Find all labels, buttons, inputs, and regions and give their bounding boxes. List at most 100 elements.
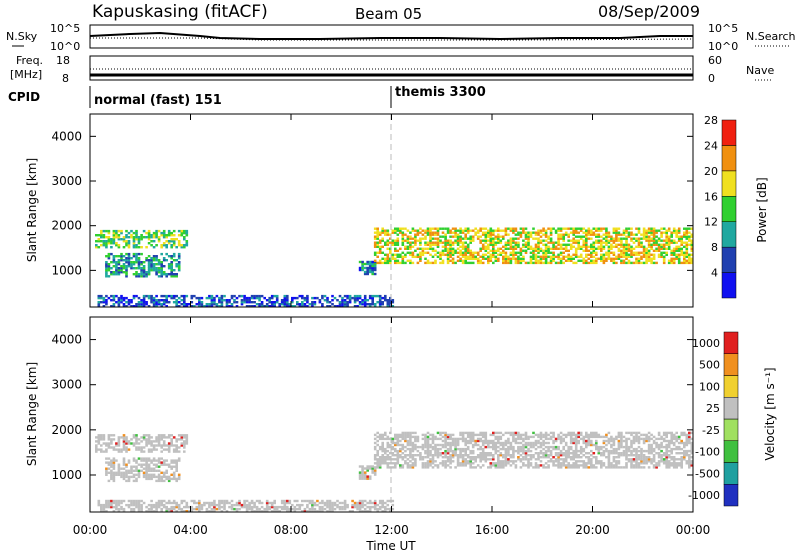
y-tick-label: 1000 <box>51 468 82 482</box>
echo-cell <box>117 267 121 270</box>
echo-cell <box>429 253 432 256</box>
echo-cell <box>602 233 606 236</box>
echo-cell <box>444 454 447 457</box>
echo-cell <box>544 259 548 262</box>
echo-cell <box>597 241 601 244</box>
echo-cell <box>517 431 520 435</box>
echo-cell <box>394 443 397 447</box>
echo-cell <box>655 231 658 234</box>
echo-cell <box>492 261 495 265</box>
echo-cell <box>479 452 482 455</box>
echo-cell <box>562 452 565 455</box>
echo-cell <box>657 247 661 250</box>
echo-cell <box>466 231 470 234</box>
echo-cell <box>416 261 420 265</box>
echo-cell <box>444 227 447 230</box>
colorbar-tick-label: 25 <box>706 402 720 415</box>
echo-cell <box>391 439 395 443</box>
echo-cell <box>371 264 374 268</box>
echo-cell <box>381 505 384 509</box>
echo-cell <box>592 431 596 435</box>
echo-cell <box>434 437 437 441</box>
echo-cell <box>198 299 201 302</box>
echo-cell <box>655 466 658 469</box>
echo-cell <box>431 261 435 265</box>
echo-cell <box>117 503 121 507</box>
echo-cell <box>399 231 402 234</box>
echo-cell <box>524 435 528 439</box>
echo-cell <box>180 231 184 235</box>
echo-cell <box>497 456 500 459</box>
echo-cell <box>662 227 666 230</box>
echo-cell <box>371 469 374 472</box>
echo-cell <box>509 433 513 437</box>
echo-cell <box>137 263 141 266</box>
echo-cell <box>343 507 347 511</box>
echo-cell <box>504 227 508 230</box>
echo-cell <box>105 269 108 272</box>
echo-cell <box>602 255 606 258</box>
echo-cell <box>243 301 246 304</box>
echo-cell <box>155 507 158 511</box>
echo-cell <box>627 445 631 449</box>
echo-cell <box>253 301 256 304</box>
echo-cell <box>170 267 173 270</box>
echo-cell <box>537 229 540 232</box>
echo-cell <box>660 227 663 230</box>
echo-cell <box>569 433 573 437</box>
echo-cell <box>627 458 631 461</box>
echo-cell <box>456 464 460 467</box>
echo-cell <box>162 229 166 233</box>
echo-cell <box>323 507 327 511</box>
echo-cell <box>665 449 668 453</box>
echo-cell <box>672 460 676 463</box>
echo-cell <box>665 231 668 234</box>
echo-cell <box>489 233 493 236</box>
echo-cell <box>160 501 163 505</box>
echo-cell <box>449 247 452 250</box>
echo-cell <box>424 257 427 260</box>
echo-cell <box>600 241 603 244</box>
echo-cell <box>507 239 510 242</box>
echo-cell <box>411 261 415 265</box>
echo-cell <box>544 466 548 469</box>
echo-cell <box>429 237 432 240</box>
echo-cell <box>622 255 626 258</box>
echo-cell <box>112 434 116 437</box>
echo-cell <box>378 259 382 262</box>
echo-cell <box>150 444 153 447</box>
echo-cell <box>547 255 550 258</box>
echo-cell <box>406 466 410 469</box>
echo-cell <box>419 445 422 449</box>
echo-cell <box>238 294 241 298</box>
echo-cell <box>145 294 148 298</box>
echo-cell <box>107 463 111 466</box>
echo-cell <box>582 460 586 463</box>
echo-cell <box>157 461 161 464</box>
echo-cell <box>378 249 382 252</box>
echo-cell <box>617 456 621 459</box>
echo-cell <box>647 243 651 246</box>
echo-cell <box>183 444 186 447</box>
echo-cell <box>585 433 588 437</box>
echo-cell <box>396 452 400 455</box>
echo-cell <box>444 435 447 439</box>
echo-cell <box>429 227 432 230</box>
echo-cell <box>655 247 658 250</box>
echo-cell <box>165 475 168 479</box>
echo-cell <box>401 261 405 265</box>
echo-cell <box>574 433 578 437</box>
echo-cell <box>328 510 332 513</box>
echo-cell <box>652 229 656 232</box>
echo-cell <box>454 445 457 449</box>
echo-cell <box>637 237 641 240</box>
echo-cell <box>607 458 611 461</box>
echo-cell <box>260 303 264 306</box>
echo-cell <box>487 441 490 445</box>
colorbar-segment <box>721 119 737 146</box>
echo-cell <box>441 241 445 244</box>
echo-cell <box>595 466 598 469</box>
echo-cell <box>384 431 387 435</box>
echo-cell <box>439 241 442 244</box>
echo-cell <box>177 507 181 511</box>
